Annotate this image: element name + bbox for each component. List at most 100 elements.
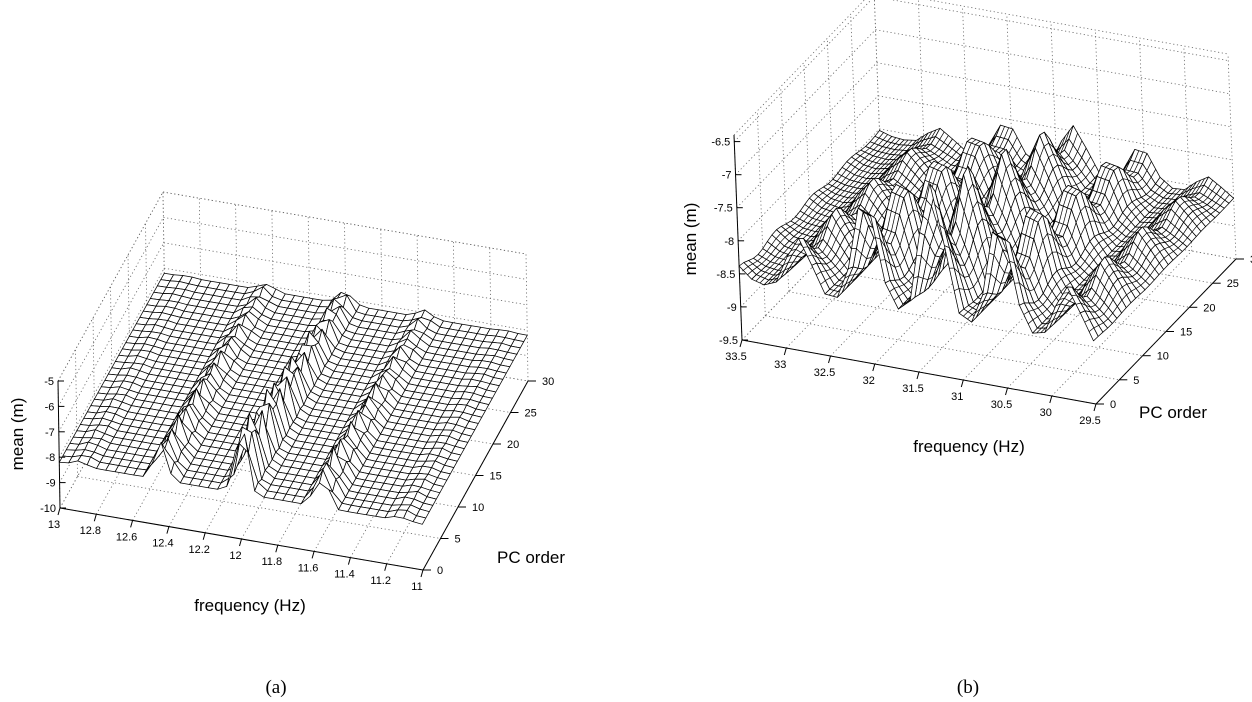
surface-hatch	[1126, 211, 1132, 218]
surface-hatch	[784, 232, 790, 238]
surface-hatch	[898, 292, 904, 297]
surface-hatch	[1010, 177, 1016, 183]
surface-hatch	[1079, 271, 1085, 277]
surface-hatch	[1129, 235, 1135, 246]
surface-hatch	[1091, 191, 1098, 203]
surface-hatch	[820, 280, 826, 285]
surface-hatch	[1079, 261, 1086, 268]
surface-hatch	[1127, 269, 1133, 273]
surface-hatch	[898, 284, 905, 287]
surface-hatch	[817, 256, 823, 260]
surface-hatch	[795, 249, 801, 253]
surface-hatch	[908, 209, 914, 217]
surface-hatch	[922, 215, 929, 221]
surface-hatch	[840, 283, 846, 289]
surface-hatch	[988, 166, 994, 172]
surface-hatch	[1066, 254, 1072, 258]
surface-hatch	[1145, 275, 1151, 282]
surface-hatch	[977, 201, 983, 206]
surface-hatch	[850, 159, 856, 165]
surface-hatch	[1020, 162, 1026, 169]
surface-hatch	[950, 197, 956, 204]
surface-hatch	[1162, 206, 1168, 215]
surface-hatch	[882, 183, 889, 186]
surface-hatch	[1161, 203, 1168, 209]
surface-hatch	[822, 189, 828, 194]
surface-hatch	[950, 165, 956, 171]
surface-hatch	[1042, 298, 1048, 305]
surface-hatch	[859, 151, 866, 157]
surface-hatch	[862, 172, 868, 178]
surface-hatch	[964, 275, 970, 278]
surface-hatch	[1141, 184, 1147, 189]
surface-hatch	[921, 255, 927, 263]
surface-hatch	[1040, 327, 1046, 333]
surface-hatch	[1015, 235, 1021, 244]
surface-hatch	[773, 264, 779, 270]
surface-hatch	[825, 204, 831, 210]
surface-hatch	[864, 147, 870, 153]
surface-hatch	[1135, 211, 1141, 218]
surface-hatch	[1065, 282, 1071, 287]
surface-hatch	[1150, 169, 1157, 178]
surface-hatch	[1141, 243, 1147, 253]
surface-hatch	[755, 276, 761, 282]
surface-hatch	[1058, 156, 1064, 163]
surface-hatch	[1087, 278, 1093, 291]
surface-hatch	[827, 185, 833, 190]
z-tick-label: -8.5	[716, 269, 735, 281]
surface-hatch	[1142, 170, 1148, 179]
surface-hatch	[915, 137, 921, 144]
surface-hatch	[898, 155, 904, 164]
x-tick-label: 12	[229, 550, 241, 562]
surface-hatch	[1062, 192, 1068, 207]
z-tick-label: -7	[45, 427, 55, 439]
surface-hatch	[1191, 187, 1197, 195]
surface-hatch	[867, 167, 873, 173]
surface-hatch	[1048, 153, 1054, 158]
surface-hatch	[884, 259, 891, 265]
surface-hatch	[834, 195, 841, 201]
surface-hatch	[846, 202, 852, 208]
surface-hatch	[1164, 246, 1170, 250]
surface-hatch	[1098, 249, 1104, 255]
surface-hatch	[1056, 311, 1062, 313]
surface-hatch	[817, 251, 823, 255]
surface-hatch	[1148, 212, 1154, 218]
surface-hatch	[1094, 220, 1100, 224]
surface-hatch	[1146, 177, 1152, 185]
surface-hatch	[894, 265, 901, 268]
surface-hatch	[878, 132, 884, 139]
surface-hatch	[843, 258, 850, 266]
surface-hatch	[974, 167, 980, 180]
surface-hatch	[1125, 239, 1131, 249]
surface-hatch	[972, 201, 978, 209]
surface-hatch	[1057, 176, 1063, 182]
surface-hatch	[878, 183, 884, 185]
surface-hatch	[1183, 206, 1189, 212]
surface-hatch	[1080, 205, 1086, 212]
surface-hatch	[1146, 238, 1152, 245]
panel-b-ylabel: PC order	[1139, 403, 1207, 422]
surface-hatch	[769, 268, 775, 274]
surface-hatch	[918, 183, 924, 190]
surface-hatch	[1070, 271, 1076, 275]
surface-hatch	[1077, 140, 1083, 152]
surface-hatch	[928, 168, 934, 183]
surface-hatch	[1215, 205, 1221, 211]
surface-hatch	[1195, 180, 1201, 188]
surface-hatch	[1033, 212, 1039, 221]
surface-hatch	[1000, 281, 1006, 284]
surface-hatch	[1098, 313, 1105, 318]
surface-hatch	[1123, 265, 1129, 269]
surface-hatch	[868, 204, 874, 214]
grid-line	[162, 191, 527, 255]
surface-hatch	[1063, 162, 1069, 166]
surface-hatch	[1174, 205, 1181, 214]
surface-hatch	[839, 196, 845, 202]
surface-hatch	[1113, 182, 1119, 192]
x-tick-mark	[783, 347, 787, 356]
surface-hatch	[747, 270, 753, 276]
surface-hatch	[1071, 246, 1077, 255]
surface-hatch	[968, 286, 974, 291]
